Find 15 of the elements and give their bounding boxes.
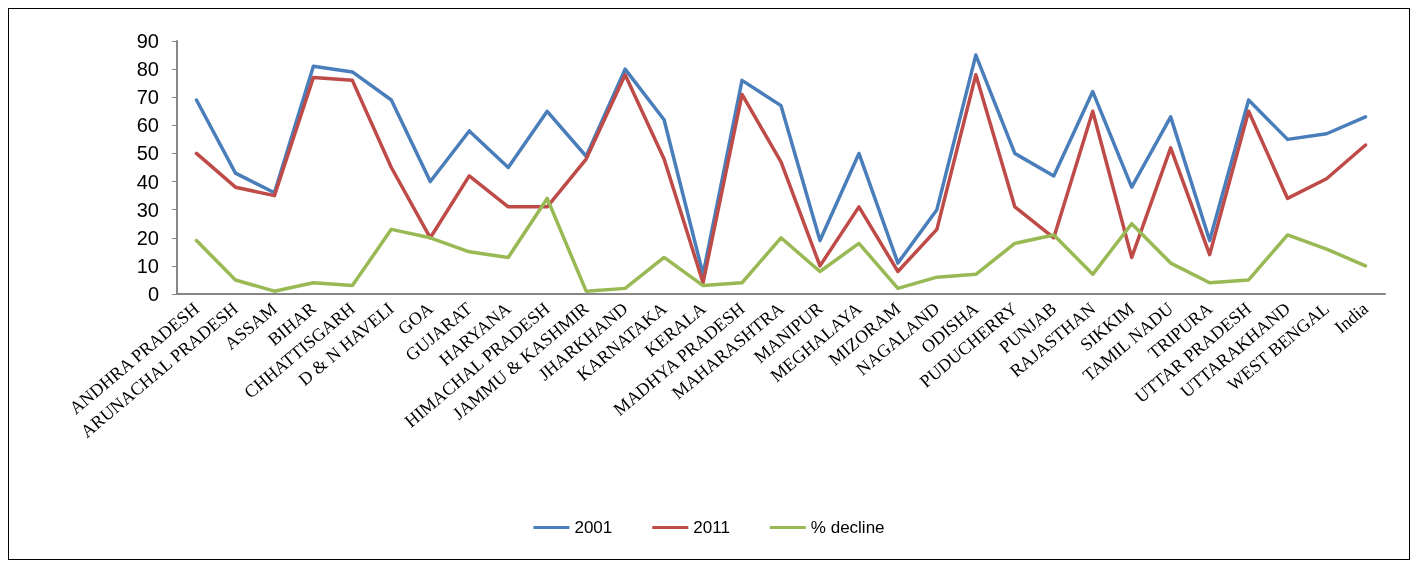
x-tick-label: India (1330, 298, 1372, 338)
y-tick-label: 90 (136, 30, 159, 52)
legend-label: 2001 (574, 518, 613, 537)
line-series (194, 196, 1368, 293)
y-tick-label: 10 (136, 254, 159, 277)
y-tick-label: 40 (136, 170, 159, 193)
y-tick-label: 0 (147, 283, 159, 305)
y-tick-label: 30 (136, 198, 159, 221)
y-tick-label: 60 (136, 114, 159, 137)
y-tick-label: 70 (136, 86, 159, 109)
y-tick-label: 20 (136, 226, 159, 249)
y-tick-label: 50 (136, 142, 159, 165)
y-tick-label: 80 (136, 58, 159, 81)
legend-label: 2011 (693, 518, 730, 537)
legend-label: % decline (810, 518, 885, 537)
